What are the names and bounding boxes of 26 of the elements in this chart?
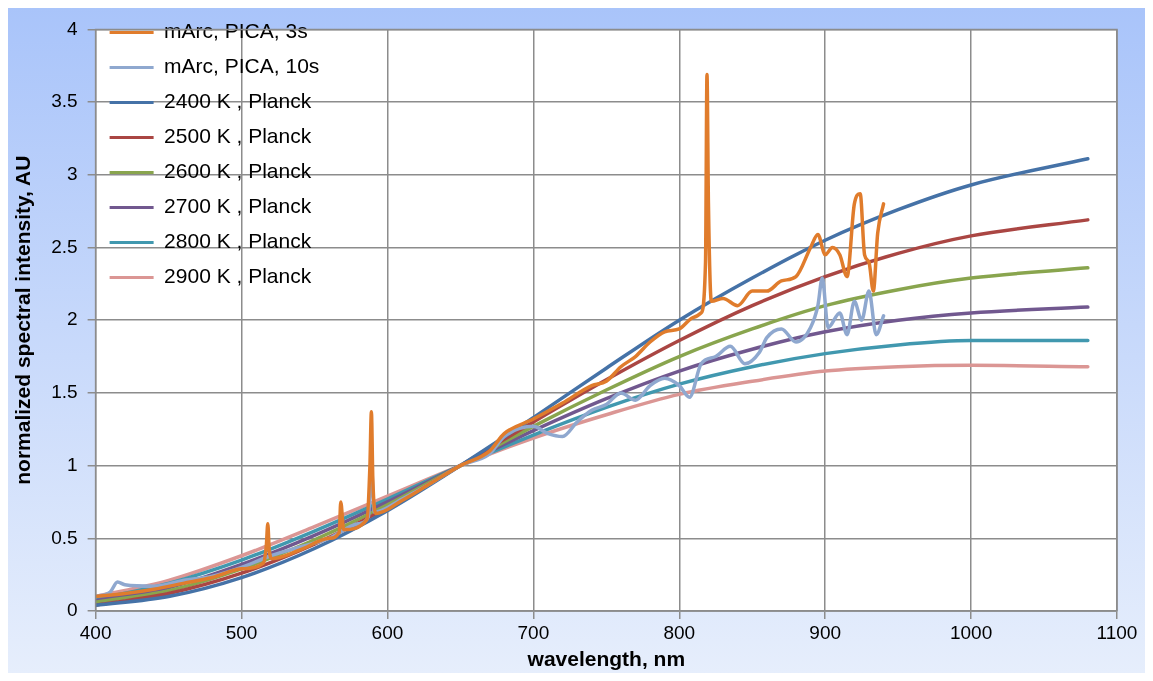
x-tick-label: 600 (371, 621, 404, 643)
x-tick-label: 900 (809, 621, 842, 643)
y-tick-label: 4 (67, 17, 79, 39)
y-tick-label: 1.5 (51, 381, 78, 403)
x-tick-label: 500 (225, 621, 258, 643)
y-tick-label: 2 (67, 308, 78, 330)
legend-label: 2500 K , Planck (164, 124, 312, 148)
y-tick-label: 3.5 (51, 90, 78, 112)
legend-label: 2600 K , Planck (164, 159, 312, 183)
x-tick-label: 800 (663, 621, 696, 643)
legend-label: 2700 K , Planck (164, 194, 312, 218)
x-tick-label: 400 (79, 621, 112, 643)
legend-label: 2400 K , Planck (164, 89, 312, 113)
x-axis-title: wavelength, nm (526, 647, 686, 671)
y-axis-title: normalized spectral intensity, AU (11, 155, 35, 485)
legend-label: 2900 K , Planck (164, 264, 312, 288)
y-tick-label: 0.5 (51, 526, 78, 548)
x-tick-label: 1000 (949, 621, 993, 643)
legend-label: mArc, PICA, 10s (164, 54, 320, 78)
x-tick-label: 700 (517, 621, 550, 643)
y-tick-label: 2.5 (51, 235, 78, 257)
legend-label: 2800 K , Planck (164, 229, 312, 253)
x-tick-label: 1100 (1096, 621, 1138, 643)
y-tick-label: 1 (67, 453, 78, 475)
y-tick-label: 3 (67, 163, 78, 185)
y-tick-label: 0 (67, 599, 78, 621)
